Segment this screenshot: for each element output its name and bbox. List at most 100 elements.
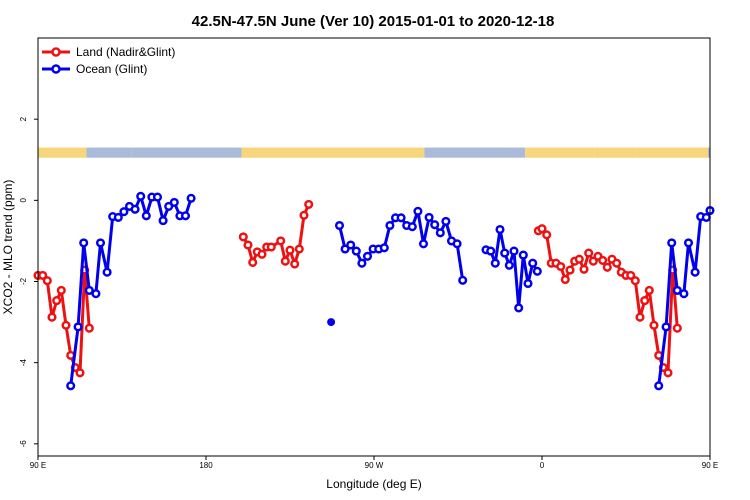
land-data-point xyxy=(644,285,654,295)
land-data-point xyxy=(640,296,650,306)
land-data-point xyxy=(290,259,300,269)
ocean-data-point xyxy=(357,258,367,268)
land-data-point xyxy=(565,265,575,275)
strip-segment-ocean xyxy=(424,147,526,158)
ocean-data-point xyxy=(180,211,191,221)
ocean-data-point xyxy=(73,322,83,332)
land-data-point xyxy=(56,285,66,295)
land-data-point xyxy=(612,258,622,268)
legend-ocean-label: Ocean (Glint) xyxy=(76,62,147,76)
legend: Land (Nadir&Glint) Ocean (Glint) xyxy=(42,45,175,76)
y-tick-label: -2 xyxy=(19,277,28,285)
y-tick-label: 0 xyxy=(19,198,28,203)
land-data-point xyxy=(75,368,85,378)
land-series-line xyxy=(242,203,311,266)
ocean-data-point xyxy=(91,289,101,299)
ocean-data-point xyxy=(186,193,196,203)
ocean-data-point xyxy=(84,285,94,295)
ocean-data-point xyxy=(334,220,345,231)
land-data-point xyxy=(602,262,612,272)
land-data-point xyxy=(304,199,314,209)
ocean-data-point xyxy=(351,246,361,256)
land-data-point xyxy=(52,296,62,306)
ocean-data-point xyxy=(136,191,146,201)
land-data-point xyxy=(38,270,48,280)
ocean-data-point xyxy=(654,381,664,391)
strip-segment-land xyxy=(594,147,636,158)
ocean-data-point xyxy=(504,260,514,270)
ocean-data-point xyxy=(119,207,129,217)
x-tick-label: 90 W xyxy=(365,461,384,470)
land-data-point xyxy=(84,323,94,333)
ocean-data-point xyxy=(435,228,445,238)
series-layer xyxy=(33,191,715,391)
ocean-data-point xyxy=(518,250,528,260)
ocean-data-point xyxy=(327,318,336,327)
ocean-data-point xyxy=(413,206,423,216)
ocean-data-point xyxy=(458,275,468,285)
x-tick-label: 90 E xyxy=(30,461,46,470)
ocean-data-point xyxy=(490,258,500,268)
ocean-data-point xyxy=(158,216,168,226)
land-data-point xyxy=(672,323,682,333)
y-axis-label: XCO2 - MLO trend (ppm) xyxy=(1,180,15,315)
land-data-point xyxy=(574,254,584,264)
land-data-point xyxy=(584,248,594,258)
strip-segment-land xyxy=(635,147,710,158)
chart-title: 42.5N-47.5N June (Ver 10) 2015-01-01 to … xyxy=(192,13,555,30)
legend-land-label: Land (Nadir&Glint) xyxy=(76,45,175,59)
x-tick-label: 0 xyxy=(540,461,545,470)
x-axis-label: Longitude (deg E) xyxy=(326,477,421,491)
ocean-data-point xyxy=(683,238,694,248)
strip-segment-ocean xyxy=(131,147,242,158)
ocean-data-point xyxy=(528,258,538,268)
land-series-line xyxy=(537,227,679,375)
x-tick-label: 180 xyxy=(199,461,213,470)
ocean-data-point xyxy=(495,224,505,235)
land-data-point xyxy=(299,210,309,220)
land-data-point xyxy=(294,244,304,254)
land-data-point xyxy=(649,320,659,330)
ocean-data-point xyxy=(379,243,389,253)
ocean-data-point xyxy=(340,244,350,254)
y-axis: -6 -4 -2 0 2 xyxy=(19,116,38,447)
ocean-data-point xyxy=(79,238,89,248)
land-data-point xyxy=(542,230,552,240)
strip-segment-land xyxy=(241,147,425,158)
ocean-data-point xyxy=(346,240,356,250)
ocean-data-point xyxy=(486,246,496,256)
land-data-point xyxy=(248,257,258,267)
land-data-point xyxy=(635,312,645,322)
land-data-point xyxy=(285,245,295,255)
land-data-point xyxy=(61,320,71,330)
land-data-point xyxy=(663,368,673,378)
y-tick-label: -6 xyxy=(19,440,28,448)
land-data-point xyxy=(579,264,589,274)
ocean-data-point xyxy=(500,248,510,258)
strip-segment-land xyxy=(525,147,595,158)
ocean-data-point xyxy=(396,213,406,223)
ocean-data-point xyxy=(701,212,711,222)
ocean-data-point xyxy=(66,381,76,391)
ocean-data-point xyxy=(509,246,519,256)
strip-segment-ocean xyxy=(708,147,710,158)
x-tick-label: 90 E xyxy=(702,461,718,470)
ocean-data-point xyxy=(679,289,689,299)
ocean-data-point xyxy=(661,322,671,332)
ocean-data-point xyxy=(164,201,174,211)
land-data-point xyxy=(42,276,52,286)
ocean-data-point xyxy=(441,216,451,226)
land-data-point xyxy=(598,255,608,265)
ocean-data-point xyxy=(130,204,140,214)
land-data-point xyxy=(556,261,566,272)
land-data-point xyxy=(560,274,570,285)
ocean-data-point xyxy=(667,238,677,248)
ocean-data-point xyxy=(407,222,417,232)
land-data-point xyxy=(537,224,547,234)
land-data-point xyxy=(276,236,286,246)
x-axis: 90 E 180 90 W 0 90 E xyxy=(30,456,718,470)
y-tick-label: -4 xyxy=(19,359,28,367)
legend-land-marker xyxy=(51,47,61,57)
legend-ocean-marker xyxy=(51,64,61,74)
